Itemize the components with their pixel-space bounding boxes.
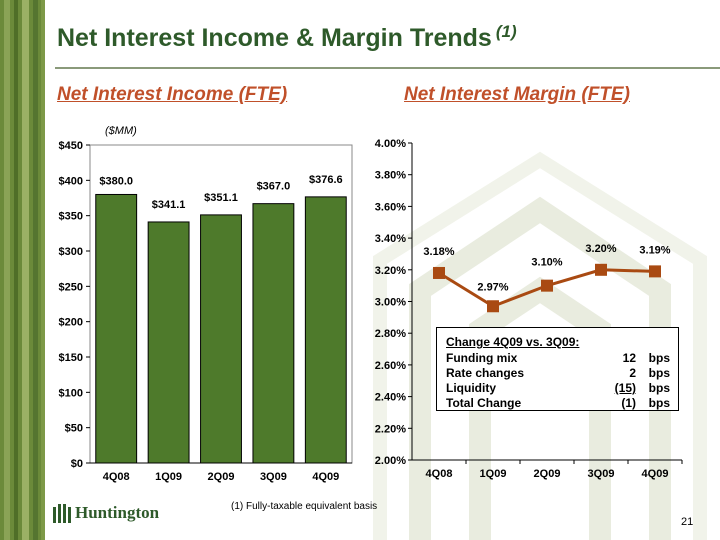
line-y-tick-label: 2.80% xyxy=(375,328,406,340)
change-row: Funding mix 12 bps xyxy=(446,351,670,366)
bar-y-tick-label: $350 xyxy=(59,211,83,223)
logo-text: Huntington xyxy=(75,503,160,522)
margin-data-label: 2.97% xyxy=(477,281,508,293)
change-row-value: (1) xyxy=(621,396,636,410)
line-x-tick-label: 4Q09 xyxy=(642,468,669,480)
bar xyxy=(147,221,190,464)
margin-point xyxy=(541,279,553,292)
line-y-tick-label: 3.80% xyxy=(375,170,406,182)
bar-y-tick-label: $450 xyxy=(59,140,83,152)
change-row-value: 2 xyxy=(629,366,636,380)
bar-data-label: $367.0 xyxy=(257,181,291,193)
bar-y-tick-label: $50 xyxy=(65,423,83,435)
line-y-tick-label: 3.60% xyxy=(375,201,406,213)
change-row-unit: bps xyxy=(648,381,670,395)
margin-data-label: 3.18% xyxy=(423,246,454,258)
bar-data-label: $351.1 xyxy=(204,192,238,204)
margin-data-label: 3.19% xyxy=(639,244,670,256)
line-y-tick-label: 4.00% xyxy=(375,138,406,150)
change-summary-box: Change 4Q09 vs. 3Q09: Funding mix 12 bps… xyxy=(436,327,679,411)
bar-x-tick-label: 4Q09 xyxy=(312,471,339,483)
line-x-tick-label: 4Q08 xyxy=(426,468,453,480)
line-y-tick-label: 2.60% xyxy=(375,360,406,372)
company-logo: Huntington xyxy=(53,503,159,523)
title-divider xyxy=(55,67,720,69)
bar-y-tick-label: $100 xyxy=(59,387,83,399)
line-x-tick-label: 3Q09 xyxy=(588,468,615,480)
bar-y-tick-label: $400 xyxy=(59,175,83,187)
footnote: (1) Fully-taxable equivalent basis xyxy=(231,501,378,512)
bar-y-tick-label: $250 xyxy=(59,281,83,293)
bar-data-label: $341.1 xyxy=(152,199,186,211)
line-y-tick-label: 2.00% xyxy=(375,455,406,467)
right-chart-subtitle: Net Interest Margin (FTE) xyxy=(404,84,630,105)
margin-point xyxy=(649,265,661,278)
bar-x-tick-label: 2Q09 xyxy=(208,471,235,483)
line-x-tick-label: 1Q09 xyxy=(480,468,507,480)
change-row-label: Total Change xyxy=(446,396,522,410)
change-row-unit: bps xyxy=(648,351,670,365)
change-row-unit: bps xyxy=(648,366,670,380)
line-y-tick-label: 3.00% xyxy=(375,297,406,309)
margin-data-label: 3.10% xyxy=(531,257,562,269)
change-row-value: 12 xyxy=(622,351,636,365)
change-row: Liquidity (15) bps xyxy=(446,381,670,396)
left-chart-subtitle: Net Interest Income (FTE) xyxy=(57,84,288,105)
line-x-tick-label: 2Q09 xyxy=(534,468,561,480)
change-row: Rate changes 2 bps xyxy=(446,366,670,381)
bar-y-tick-label: $200 xyxy=(59,317,83,329)
line-y-tick-label: 3.20% xyxy=(375,265,406,277)
bar-x-tick-label: 1Q09 xyxy=(155,471,182,483)
decorative-stripes xyxy=(0,0,45,540)
bar xyxy=(95,193,138,464)
change-row-unit: bps xyxy=(648,396,670,410)
change-row-label: Funding mix xyxy=(446,351,518,365)
line-y-tick-label: 3.40% xyxy=(375,233,406,245)
bar-y-tick-label: $300 xyxy=(59,246,83,258)
bar-data-label: $376.6 xyxy=(309,174,343,186)
net-interest-income-bar-chart: $0 $50 $100 $150 $200 $250 $300 $350 $400 $450 $38… xyxy=(59,140,353,483)
change-row: Total Change (1) bps xyxy=(446,396,670,411)
line-y-tick-label: 2.40% xyxy=(375,392,406,404)
bar-y-tick-label: $0 xyxy=(71,458,83,470)
change-row-label: Liquidity xyxy=(446,381,496,395)
margin-point xyxy=(487,300,499,313)
bar-data-label: $380.0 xyxy=(99,175,133,187)
line-y-tick-label: 2.20% xyxy=(375,423,406,435)
bar-x-tick-label: 3Q09 xyxy=(260,471,287,483)
bar-y-tick-label: $150 xyxy=(59,352,83,364)
margin-data-label: 3.20% xyxy=(585,243,616,255)
margin-point xyxy=(595,263,607,276)
logo-mark-icon xyxy=(53,504,71,523)
net-interest-margin-line-chart: 2.00% 2.20% 2.40% 2.60% 2.80% 3.00% 3.20% 3.40%… xyxy=(375,138,683,480)
change-row-value: (15) xyxy=(614,381,636,395)
page-number: 21 xyxy=(681,516,694,528)
page-title: Net Interest Income & Margin Trends (1) xyxy=(57,22,517,52)
change-row-label: Rate changes xyxy=(446,366,525,380)
bar-x-tick-label: 4Q08 xyxy=(103,471,130,483)
change-box-heading: Change 4Q09 vs. 3Q09: xyxy=(446,335,580,349)
margin-point xyxy=(433,266,445,279)
units-label: ($MM) xyxy=(105,125,137,137)
bar xyxy=(252,203,295,464)
